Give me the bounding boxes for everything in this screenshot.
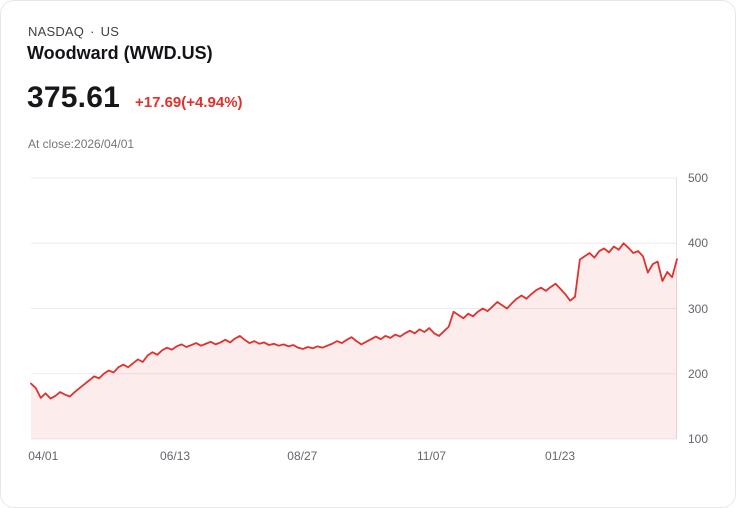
y-tick-label: 200	[688, 366, 709, 381]
y-tick-label: 500	[688, 171, 709, 185]
close-time-note: At close:2026/04/01	[28, 137, 135, 151]
x-tick-label: 06/13	[160, 449, 191, 463]
last-price: 375.61	[27, 81, 120, 114]
x-tick-label: 11/07	[416, 449, 447, 463]
price-line	[30, 242, 678, 400]
x-tick-label: 08/27	[287, 449, 318, 463]
y-tick-label: 400	[688, 236, 709, 251]
x-tick-label: 01/23	[545, 449, 576, 463]
price-chart[interactable]	[30, 177, 678, 440]
y-tick-label: 300	[688, 301, 709, 316]
y-axis-labels: 500 400 300 200 100	[688, 171, 730, 446]
exchange-label: NASDAQ	[28, 24, 85, 39]
exchange-line: NASDAQ · US	[28, 24, 119, 39]
y-tick-label: 100	[688, 432, 709, 446]
price-change: +17.69(+4.94%)	[134, 94, 243, 111]
x-tick-label: 04/01	[28, 449, 59, 463]
stock-name: Woodward (WWD.US)	[27, 43, 213, 63]
x-axis-labels: 04/01 06/13 08/27 11/07 01/23	[28, 449, 677, 465]
region-label: US	[100, 24, 120, 39]
dot-separator: ·	[90, 24, 95, 39]
price-area-fill	[31, 243, 677, 439]
price-row: 375.61 +17.69(+4.94%)	[27, 81, 243, 115]
price-chart-svg[interactable]	[30, 177, 678, 440]
